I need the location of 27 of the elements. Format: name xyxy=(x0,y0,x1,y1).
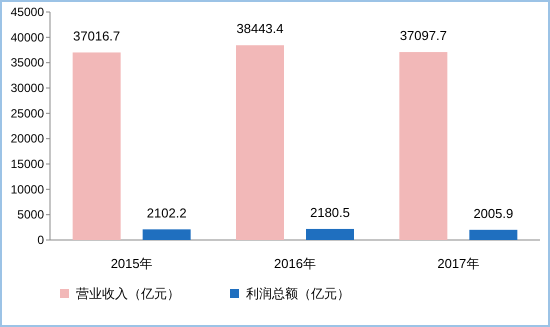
x-tick-label: 2016年 xyxy=(274,256,316,271)
data-label: 38443.4 xyxy=(236,21,284,36)
y-tick-label: 40000 xyxy=(10,30,44,44)
bar xyxy=(72,52,121,240)
y-tick-label: 35000 xyxy=(10,56,44,70)
x-tick-label: 2017年 xyxy=(437,256,480,271)
data-label: 2005.9 xyxy=(473,206,514,221)
legend-label: 营业收入（亿元） xyxy=(76,286,180,301)
data-label: 37016.7 xyxy=(73,28,120,44)
bar xyxy=(236,45,284,240)
x-tick-label: 2015年 xyxy=(110,256,153,271)
y-tick-label: 0 xyxy=(37,233,44,247)
y-tick-label: 15000 xyxy=(10,157,44,171)
bar xyxy=(306,228,354,240)
bar xyxy=(469,230,518,240)
y-tick-label: 5000 xyxy=(17,208,44,222)
y-tick-label: 30000 xyxy=(10,81,44,95)
legend-label: 利润总额（亿元） xyxy=(246,286,350,301)
y-tick-label: 25000 xyxy=(10,106,44,120)
data-label: 2102.2 xyxy=(146,205,187,220)
bar xyxy=(142,229,191,240)
bar xyxy=(399,52,448,240)
y-tick-label: 45000 xyxy=(10,5,44,19)
y-tick-label: 20000 xyxy=(10,132,44,146)
data-label: 2180.5 xyxy=(310,204,350,220)
data-label: 37097.7 xyxy=(400,28,447,44)
y-tick-label: 10000 xyxy=(10,182,44,196)
